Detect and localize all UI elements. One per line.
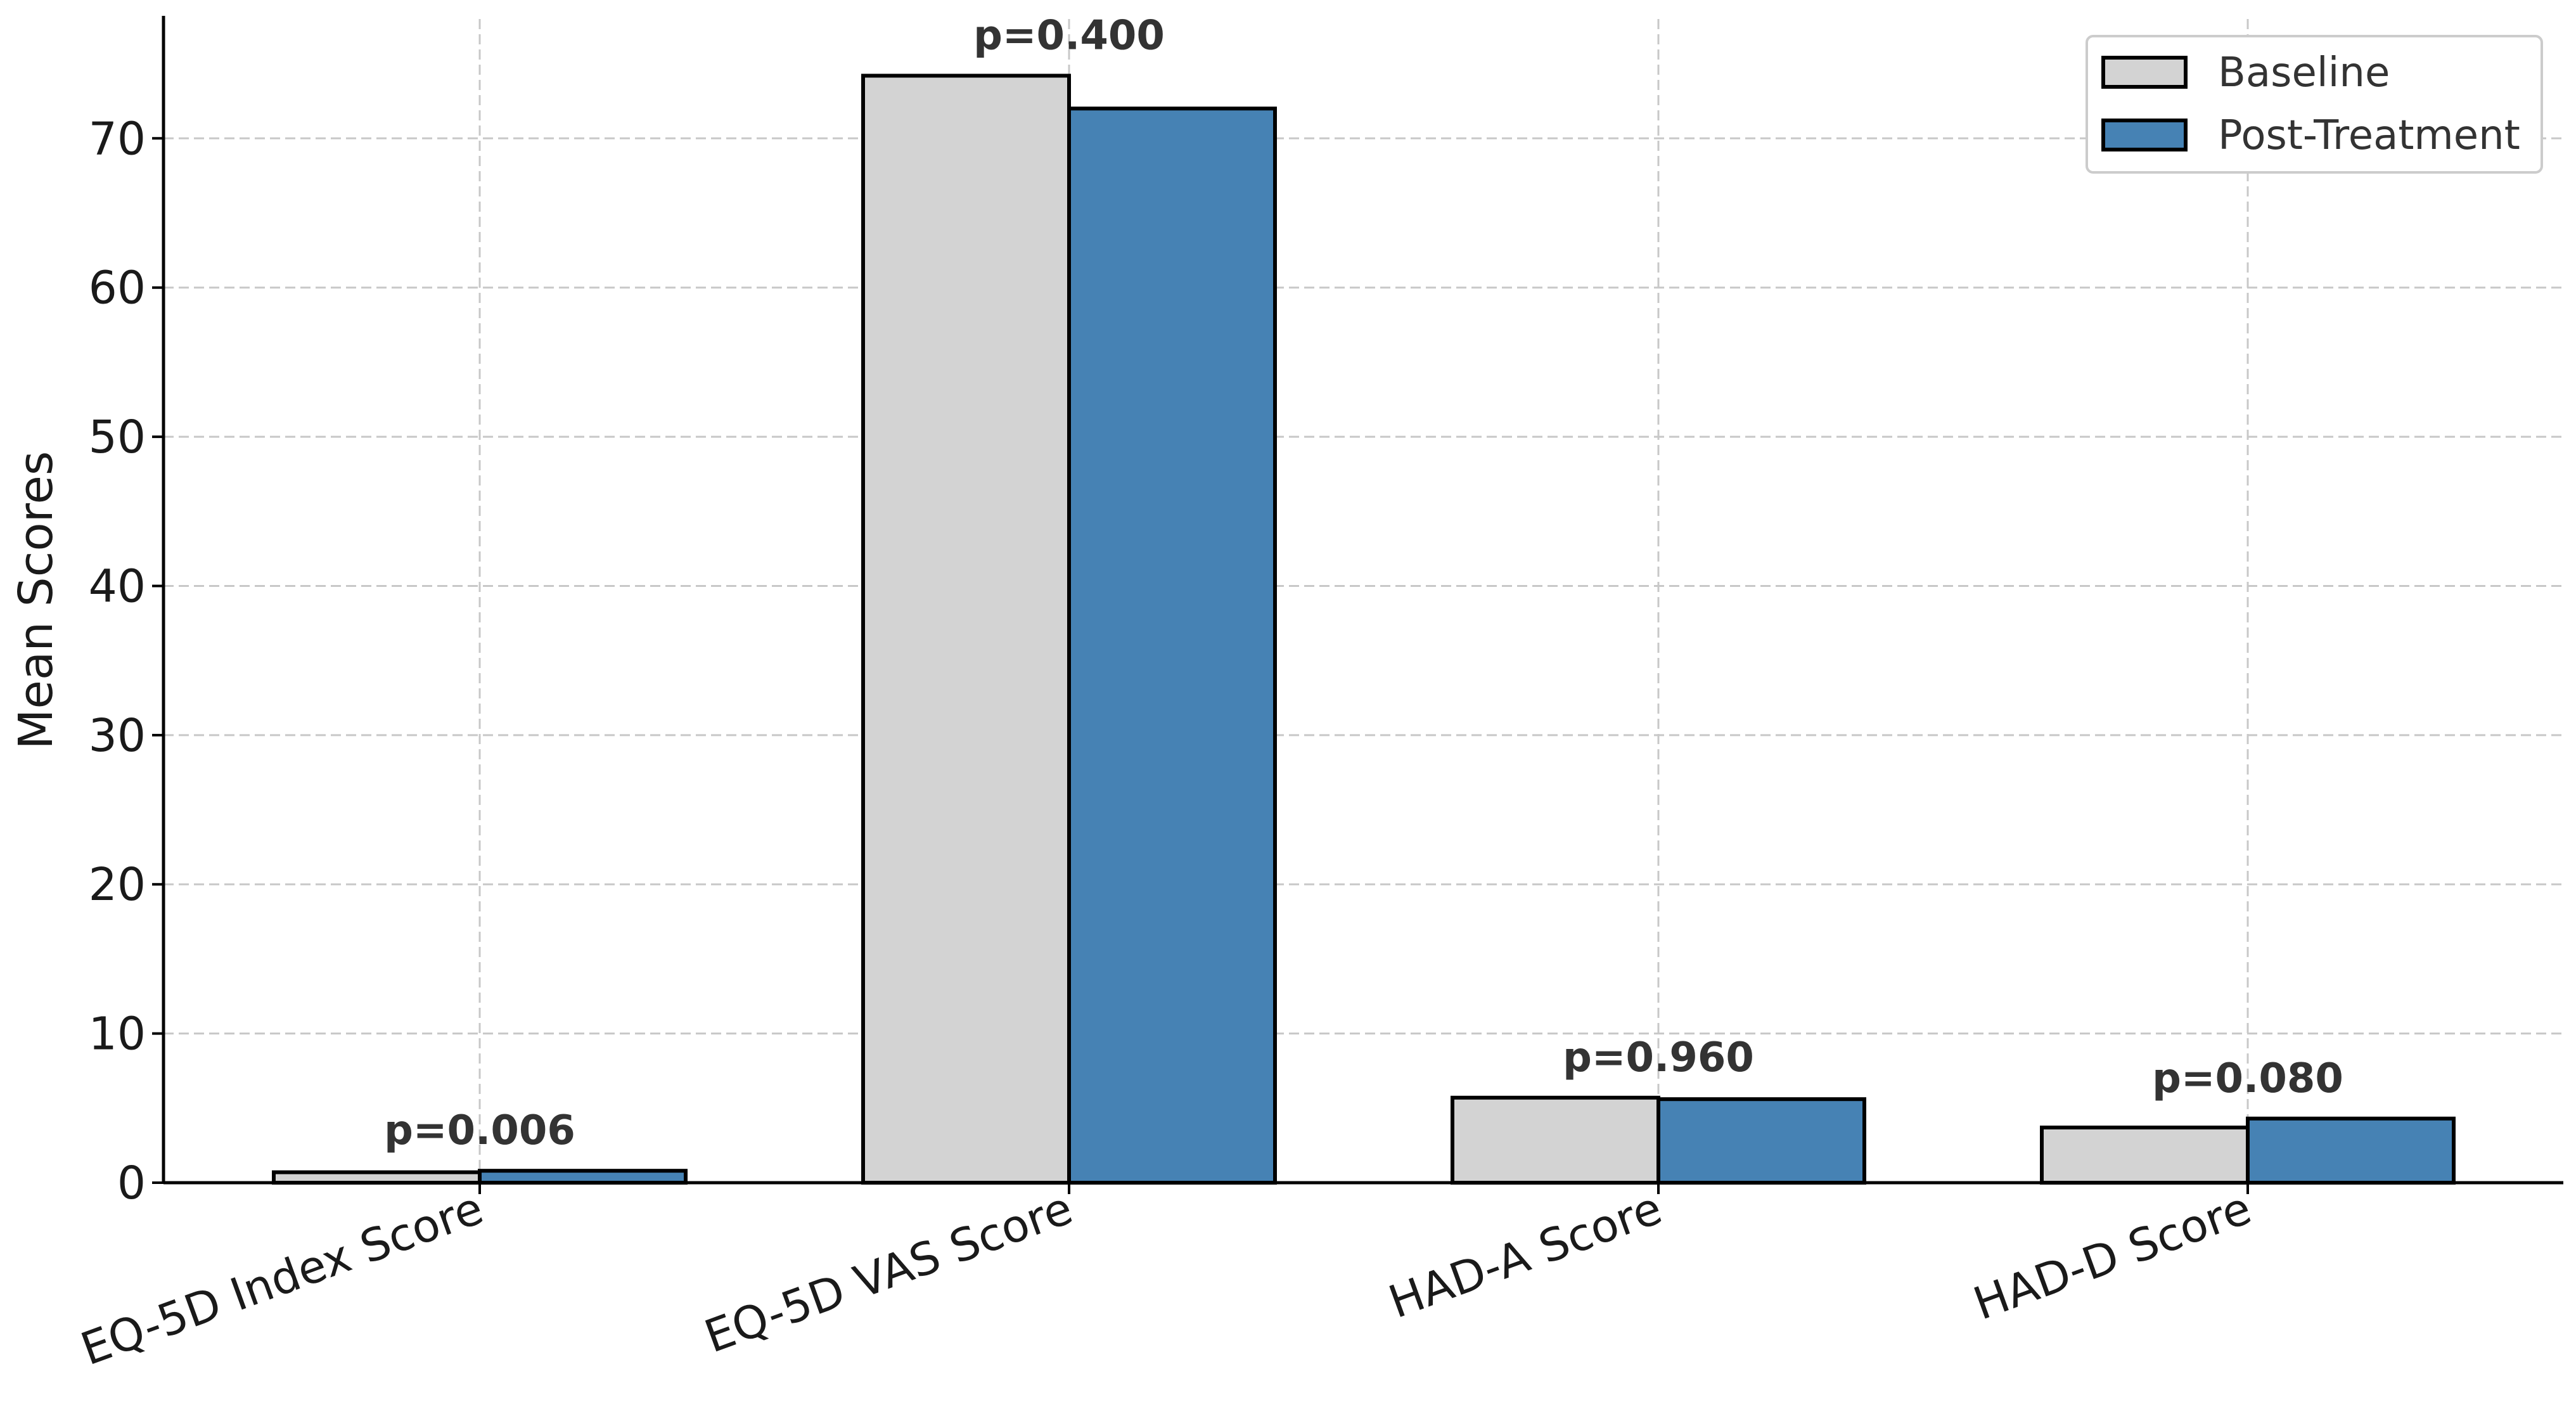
y-tick-label-10: 10 <box>89 1008 146 1060</box>
p-value-label-2: p=0.960 <box>1563 1034 1754 1081</box>
grid <box>163 19 2563 1183</box>
y-tick-label-40: 40 <box>89 560 146 612</box>
y-axis-title: Mean Scores <box>9 451 63 750</box>
bar-baseline-1 <box>861 74 1071 1185</box>
x-tick-label-0: EQ-5D Index Score <box>74 1181 490 1375</box>
bar-post-treatment-2 <box>1656 1097 1866 1185</box>
bar-post-treatment-3 <box>2246 1116 2456 1185</box>
p-value-label-3: p=0.080 <box>2152 1055 2343 1102</box>
y-tick-label-60: 60 <box>89 262 146 314</box>
y-tick-label-50: 50 <box>89 411 146 463</box>
legend-swatch-baseline <box>2101 56 2188 89</box>
y-tick-label-30: 30 <box>89 709 146 762</box>
bar-baseline-3 <box>2040 1125 2250 1185</box>
bar-post-treatment-1 <box>1067 106 1277 1185</box>
x-tick-label-2: HAD-A Score <box>1382 1181 1669 1328</box>
legend-swatch-post-treatment <box>2101 119 2188 151</box>
y-tick-label-70: 70 <box>89 112 146 165</box>
y-tick-label-0: 0 <box>117 1157 146 1209</box>
legend-frame <box>2086 35 2543 174</box>
axes <box>152 16 2563 1194</box>
p-value-label-0: p=0.006 <box>384 1107 575 1154</box>
bar-post-treatment-0 <box>478 1169 688 1185</box>
legend: Baseline Post-Treatment <box>2086 35 2543 174</box>
bar-baseline-2 <box>1451 1095 1660 1185</box>
legend-label-baseline: Baseline <box>2218 49 2390 96</box>
p-value-label-1: p=0.400 <box>973 12 1165 59</box>
x-tick-label-3: HAD-D Score <box>1967 1181 2258 1330</box>
bars <box>272 74 2456 1185</box>
legend-label-post-treatment: Post-Treatment <box>2218 112 2520 159</box>
x-tick-label-1: EQ-5D VAS Score <box>698 1181 1079 1363</box>
y-tick-label-20: 20 <box>89 858 146 911</box>
